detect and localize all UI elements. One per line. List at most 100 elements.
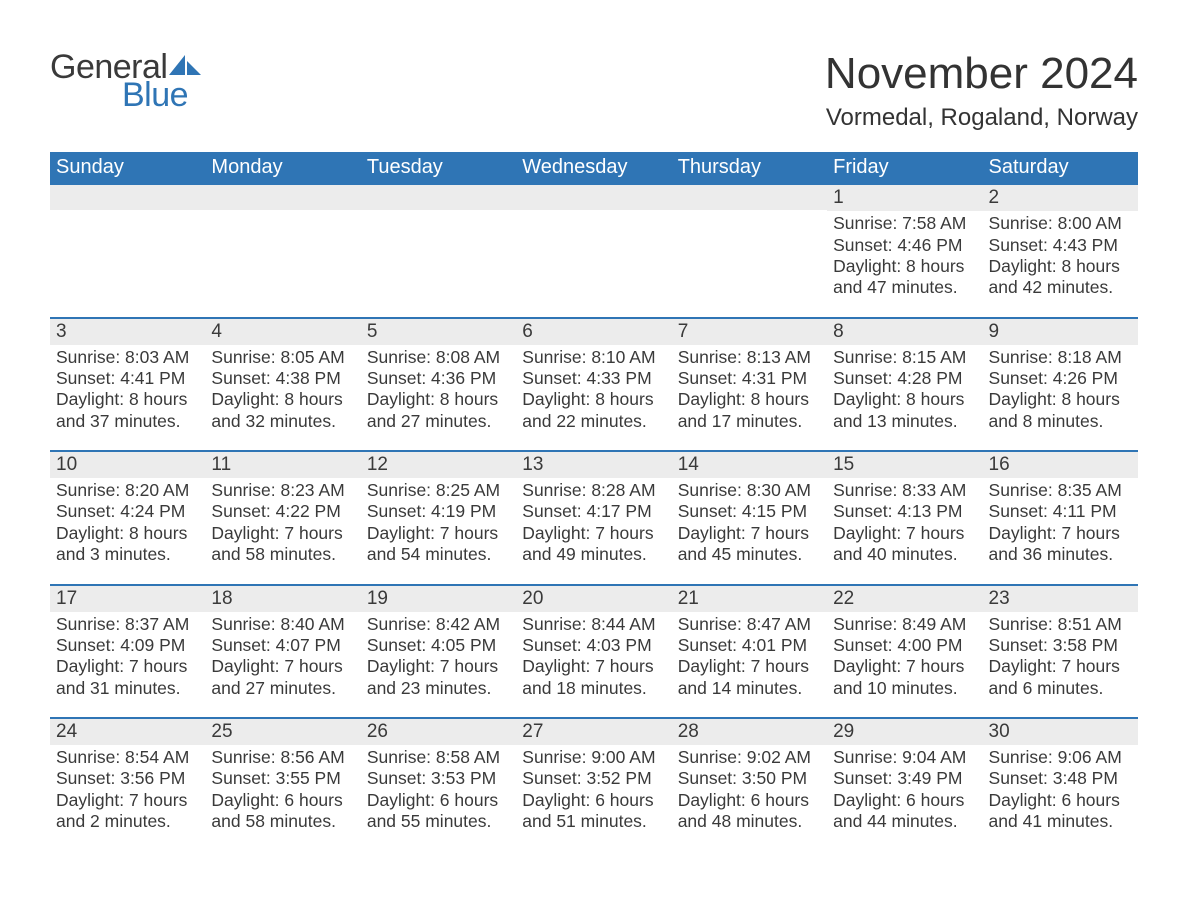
day-detail: Sunrise: 9:04 AMSunset: 3:49 PMDaylight:… [831, 745, 978, 832]
day-number [205, 185, 360, 210]
detail-line: and 10 minutes. [833, 678, 976, 699]
detail-line: Sunset: 4:09 PM [56, 635, 199, 656]
location: Vormedal, Rogaland, Norway [825, 104, 1138, 132]
detail-line: Daylight: 7 hours [211, 523, 354, 544]
calendar-cell: 24Sunrise: 8:54 AMSunset: 3:56 PMDayligh… [50, 719, 205, 850]
detail-line: Sunset: 4:38 PM [211, 368, 354, 389]
detail-line: Daylight: 7 hours [678, 656, 821, 677]
detail-line: and 58 minutes. [211, 811, 354, 832]
day-detail: Sunrise: 8:37 AMSunset: 4:09 PMDaylight:… [54, 612, 201, 699]
detail-line: and 6 minutes. [989, 678, 1132, 699]
day-detail: Sunrise: 9:02 AMSunset: 3:50 PMDaylight:… [676, 745, 823, 832]
detail-line: Daylight: 7 hours [522, 523, 665, 544]
detail-line: and 32 minutes. [211, 411, 354, 432]
detail-line: Daylight: 8 hours [522, 389, 665, 410]
calendar-cell: 26Sunrise: 8:58 AMSunset: 3:53 PMDayligh… [361, 719, 516, 850]
day-detail: Sunrise: 8:13 AMSunset: 4:31 PMDaylight:… [676, 345, 823, 432]
day-number: 23 [983, 586, 1138, 612]
page: General Blue November 2024 Vormedal, Rog… [0, 0, 1188, 850]
week-row: 10Sunrise: 8:20 AMSunset: 4:24 PMDayligh… [50, 450, 1138, 583]
dayname-row: SundayMondayTuesdayWednesdayThursdayFrid… [50, 152, 1138, 185]
day-detail: Sunrise: 8:05 AMSunset: 4:38 PMDaylight:… [209, 345, 356, 432]
detail-line: Sunset: 4:00 PM [833, 635, 976, 656]
calendar-cell: 18Sunrise: 8:40 AMSunset: 4:07 PMDayligh… [205, 586, 360, 717]
detail-line: Sunrise: 8:51 AM [989, 614, 1132, 635]
calendar-cell: 17Sunrise: 8:37 AMSunset: 4:09 PMDayligh… [50, 586, 205, 717]
detail-line: Sunset: 4:33 PM [522, 368, 665, 389]
week-row: 1Sunrise: 7:58 AMSunset: 4:46 PMDaylight… [50, 185, 1138, 316]
day-number [361, 185, 516, 210]
detail-line: Sunrise: 8:08 AM [367, 347, 510, 368]
calendar-cell [516, 185, 671, 316]
detail-line: Daylight: 7 hours [211, 656, 354, 677]
detail-line: Sunrise: 8:28 AM [522, 480, 665, 501]
day-detail: Sunrise: 8:18 AMSunset: 4:26 PMDaylight:… [987, 345, 1134, 432]
detail-line: Sunset: 4:15 PM [678, 501, 821, 522]
detail-line: Sunset: 4:41 PM [56, 368, 199, 389]
calendar-cell: 5Sunrise: 8:08 AMSunset: 4:36 PMDaylight… [361, 319, 516, 450]
day-detail: Sunrise: 8:44 AMSunset: 4:03 PMDaylight:… [520, 612, 667, 699]
week-row: 24Sunrise: 8:54 AMSunset: 3:56 PMDayligh… [50, 717, 1138, 850]
detail-line: Daylight: 6 hours [678, 790, 821, 811]
detail-line: Sunrise: 9:00 AM [522, 747, 665, 768]
day-number: 7 [672, 319, 827, 345]
detail-line: Daylight: 7 hours [678, 523, 821, 544]
day-detail: Sunrise: 8:20 AMSunset: 4:24 PMDaylight:… [54, 478, 201, 565]
detail-line: Sunrise: 8:37 AM [56, 614, 199, 635]
detail-line: Daylight: 7 hours [367, 523, 510, 544]
day-detail: Sunrise: 8:03 AMSunset: 4:41 PMDaylight:… [54, 345, 201, 432]
detail-line: Sunrise: 7:58 AM [833, 213, 976, 234]
detail-line: Sunrise: 8:10 AM [522, 347, 665, 368]
calendar-cell: 19Sunrise: 8:42 AMSunset: 4:05 PMDayligh… [361, 586, 516, 717]
detail-line: Daylight: 6 hours [522, 790, 665, 811]
detail-line: Sunrise: 8:54 AM [56, 747, 199, 768]
detail-line: Sunset: 3:58 PM [989, 635, 1132, 656]
month-title: November 2024 [825, 50, 1138, 98]
calendar-cell [50, 185, 205, 316]
day-number: 22 [827, 586, 982, 612]
title-block: November 2024 Vormedal, Rogaland, Norway [825, 50, 1138, 146]
day-detail: Sunrise: 8:58 AMSunset: 3:53 PMDaylight:… [365, 745, 512, 832]
detail-line: and 41 minutes. [989, 811, 1132, 832]
detail-line: Sunset: 4:17 PM [522, 501, 665, 522]
day-number: 4 [205, 319, 360, 345]
detail-line: and 27 minutes. [211, 678, 354, 699]
detail-line: Daylight: 7 hours [56, 790, 199, 811]
detail-line: and 27 minutes. [367, 411, 510, 432]
detail-line: and 36 minutes. [989, 544, 1132, 565]
day-detail: Sunrise: 8:49 AMSunset: 4:00 PMDaylight:… [831, 612, 978, 699]
day-number: 6 [516, 319, 671, 345]
day-detail: Sunrise: 8:40 AMSunset: 4:07 PMDaylight:… [209, 612, 356, 699]
detail-line: and 17 minutes. [678, 411, 821, 432]
detail-line: Sunrise: 9:06 AM [989, 747, 1132, 768]
detail-line: Sunrise: 9:04 AM [833, 747, 976, 768]
day-detail: Sunrise: 8:47 AMSunset: 4:01 PMDaylight:… [676, 612, 823, 699]
day-number: 2 [983, 185, 1138, 211]
day-number: 28 [672, 719, 827, 745]
calendar-cell: 21Sunrise: 8:47 AMSunset: 4:01 PMDayligh… [672, 586, 827, 717]
detail-line: and 54 minutes. [367, 544, 510, 565]
detail-line: Sunrise: 8:58 AM [367, 747, 510, 768]
calendar-cell: 25Sunrise: 8:56 AMSunset: 3:55 PMDayligh… [205, 719, 360, 850]
detail-line: Sunset: 3:49 PM [833, 768, 976, 789]
calendar-cell: 1Sunrise: 7:58 AMSunset: 4:46 PMDaylight… [827, 185, 982, 316]
calendar-cell [361, 185, 516, 316]
calendar-cell: 4Sunrise: 8:05 AMSunset: 4:38 PMDaylight… [205, 319, 360, 450]
detail-line: Daylight: 8 hours [989, 389, 1132, 410]
day-number: 5 [361, 319, 516, 345]
detail-line: Sunrise: 8:25 AM [367, 480, 510, 501]
day-number: 19 [361, 586, 516, 612]
day-detail: Sunrise: 8:15 AMSunset: 4:28 PMDaylight:… [831, 345, 978, 432]
detail-line: Sunset: 4:36 PM [367, 368, 510, 389]
detail-line: Daylight: 8 hours [56, 389, 199, 410]
day-number: 10 [50, 452, 205, 478]
detail-line: Sunrise: 8:35 AM [989, 480, 1132, 501]
calendar-cell: 10Sunrise: 8:20 AMSunset: 4:24 PMDayligh… [50, 452, 205, 583]
calendar-cell: 22Sunrise: 8:49 AMSunset: 4:00 PMDayligh… [827, 586, 982, 717]
detail-line: Sunrise: 8:03 AM [56, 347, 199, 368]
detail-line: and 47 minutes. [833, 277, 976, 298]
detail-line: Sunset: 4:03 PM [522, 635, 665, 656]
header: General Blue November 2024 Vormedal, Rog… [50, 50, 1138, 146]
day-detail: Sunrise: 8:08 AMSunset: 4:36 PMDaylight:… [365, 345, 512, 432]
calendar-cell: 29Sunrise: 9:04 AMSunset: 3:49 PMDayligh… [827, 719, 982, 850]
